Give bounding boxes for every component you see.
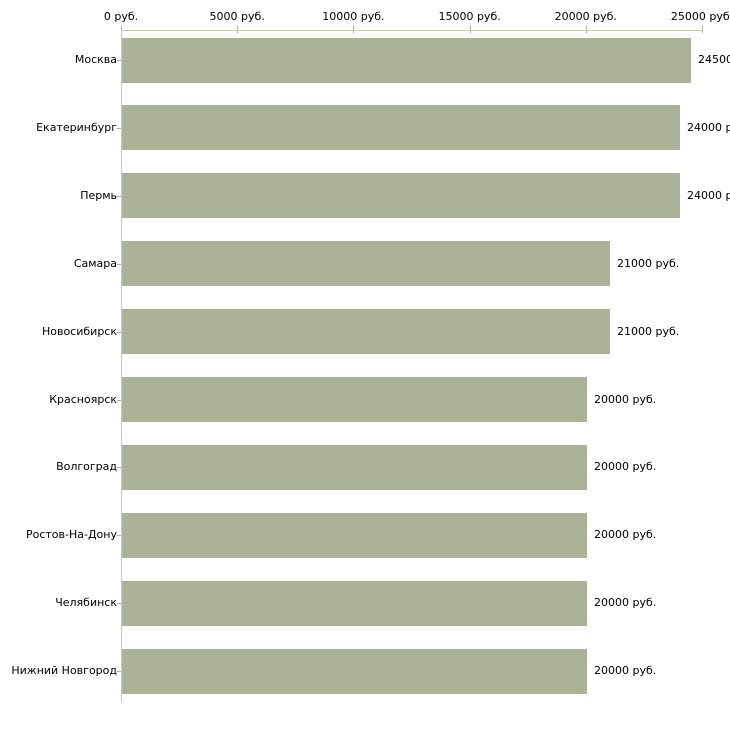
category-label: Новосибирск	[41, 324, 117, 338]
category-label: Самара	[73, 256, 117, 270]
value-label: 21000 руб.	[617, 256, 680, 270]
category-label: Нижний Новгород	[11, 664, 117, 678]
category-tick-mark	[117, 60, 121, 61]
bar	[122, 173, 680, 219]
x-axis-tick-label: 0 руб.	[103, 10, 139, 23]
category-label: Челябинск	[55, 596, 117, 610]
category-tick-mark	[117, 535, 121, 537]
category-label: Екатеринбург	[36, 120, 117, 134]
x-axis-tick-mark	[469, 26, 471, 33]
category-label: Ростов-На-Дону	[25, 528, 117, 542]
category-label: Москва	[74, 53, 117, 66]
bar	[122, 648, 587, 694]
category-tick-mark	[117, 603, 121, 605]
bar	[122, 105, 680, 151]
value-label: 24500 руб.	[698, 53, 730, 66]
y-axis-line	[121, 30, 122, 702]
bar	[122, 377, 587, 422]
category-label: Волгоград	[56, 460, 117, 474]
x-axis-tick-label: 5000 руб.	[209, 10, 265, 23]
x-axis-tick-label: 25000 руб.	[670, 10, 730, 23]
value-label: 24000 руб.	[687, 188, 730, 202]
category-tick-mark	[117, 399, 121, 401]
x-axis-line	[121, 30, 703, 31]
category-tick-mark	[117, 263, 121, 265]
x-axis-tick-mark	[121, 26, 122, 33]
category-tick-mark	[117, 671, 121, 673]
category-tick-mark	[117, 195, 121, 197]
value-label: 20000 руб.	[594, 528, 657, 542]
category-tick-mark	[117, 331, 121, 333]
value-label: 20000 руб.	[594, 664, 657, 678]
value-label: 20000 руб.	[594, 460, 657, 474]
x-axis-tick-label: 20000 руб.	[554, 10, 617, 23]
bar	[122, 512, 587, 558]
x-axis-tick-mark	[585, 26, 587, 33]
category-label: Красноярск	[49, 392, 117, 406]
x-axis-tick-mark	[237, 26, 239, 33]
x-axis-tick-mark	[702, 26, 703, 33]
x-axis-tick-label: 10000 руб.	[322, 10, 385, 23]
x-axis-tick-label: 15000 руб.	[438, 10, 501, 23]
bar	[122, 241, 610, 287]
value-label: 20000 руб.	[594, 596, 657, 610]
value-label: 21000 руб.	[617, 324, 680, 338]
bar	[122, 37, 691, 83]
category-tick-mark	[117, 467, 121, 469]
bar	[122, 309, 610, 355]
value-label: 20000 руб.	[594, 392, 657, 406]
bar	[122, 580, 587, 626]
x-axis-tick-mark	[353, 26, 355, 33]
category-label: Пермь	[80, 188, 117, 202]
value-label: 24000 руб.	[687, 120, 730, 134]
bar	[122, 444, 587, 490]
category-tick-mark	[117, 127, 121, 129]
